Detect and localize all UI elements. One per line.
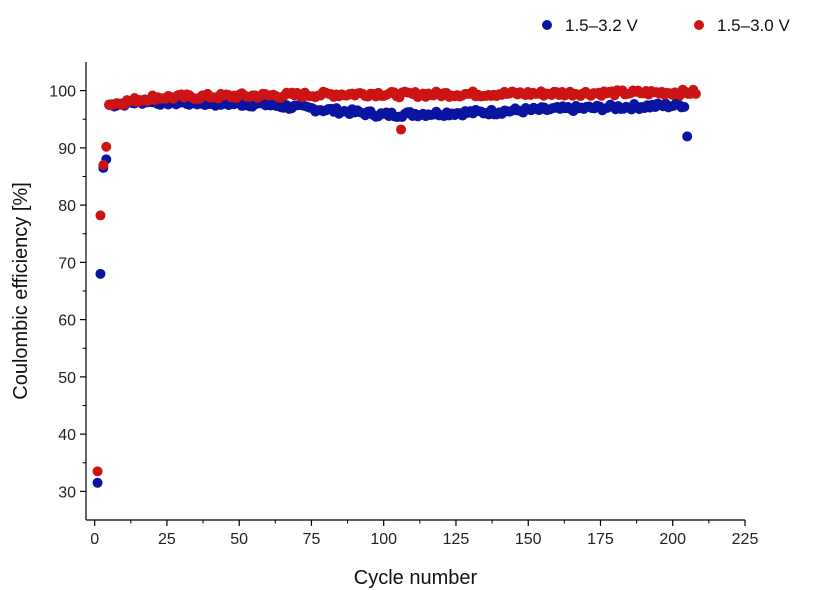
data-point xyxy=(101,141,112,152)
legend: 1.5–3.2 V 1.5–3.0 V xyxy=(542,16,790,35)
y-tick-label: 90 xyxy=(58,141,76,158)
data-point xyxy=(95,268,106,279)
series-1 xyxy=(92,94,693,488)
y-tick-label: 40 xyxy=(58,427,76,444)
data-point xyxy=(92,466,103,477)
x-tick-label: 25 xyxy=(158,531,176,548)
series-2 xyxy=(92,84,701,477)
data-point xyxy=(682,131,693,142)
data-point xyxy=(690,88,701,99)
y-tick-label: 50 xyxy=(58,370,76,387)
data-point xyxy=(679,101,690,112)
data-point xyxy=(95,210,106,221)
x-tick-label: 0 xyxy=(90,531,99,548)
legend-label-2: 1.5–3.0 V xyxy=(717,16,790,35)
x-tick-label: 75 xyxy=(303,531,321,548)
y-tick-label: 30 xyxy=(58,484,76,501)
y-tick-label: 100 xyxy=(49,84,76,101)
x-tick-label: 150 xyxy=(515,531,542,548)
legend-marker-2 xyxy=(694,20,704,30)
x-tick-label: 100 xyxy=(370,531,397,548)
legend-label-1: 1.5–3.2 V xyxy=(565,16,638,35)
y-tick-label: 70 xyxy=(58,255,76,272)
y-tick-label: 80 xyxy=(58,198,76,215)
x-tick-label: 125 xyxy=(443,531,470,548)
data-point xyxy=(396,124,407,135)
data-point xyxy=(92,477,103,488)
x-tick-label: 225 xyxy=(732,531,759,548)
x-tick-label: 50 xyxy=(230,531,248,548)
axes: 0 25 50 75 100 125 150 175 200 225 30 40 50 60 70 80 90 1… xyxy=(49,62,758,548)
x-tick-label: 175 xyxy=(587,531,614,548)
legend-marker-1 xyxy=(542,20,552,30)
y-axis-title: Coulombic efficiency [%] xyxy=(10,182,32,400)
data-point xyxy=(98,160,109,171)
x-tick-label: 200 xyxy=(659,531,686,548)
x-axis-title: Cycle number xyxy=(354,567,478,589)
y-tick-label: 60 xyxy=(58,313,76,330)
data-points xyxy=(92,84,701,488)
